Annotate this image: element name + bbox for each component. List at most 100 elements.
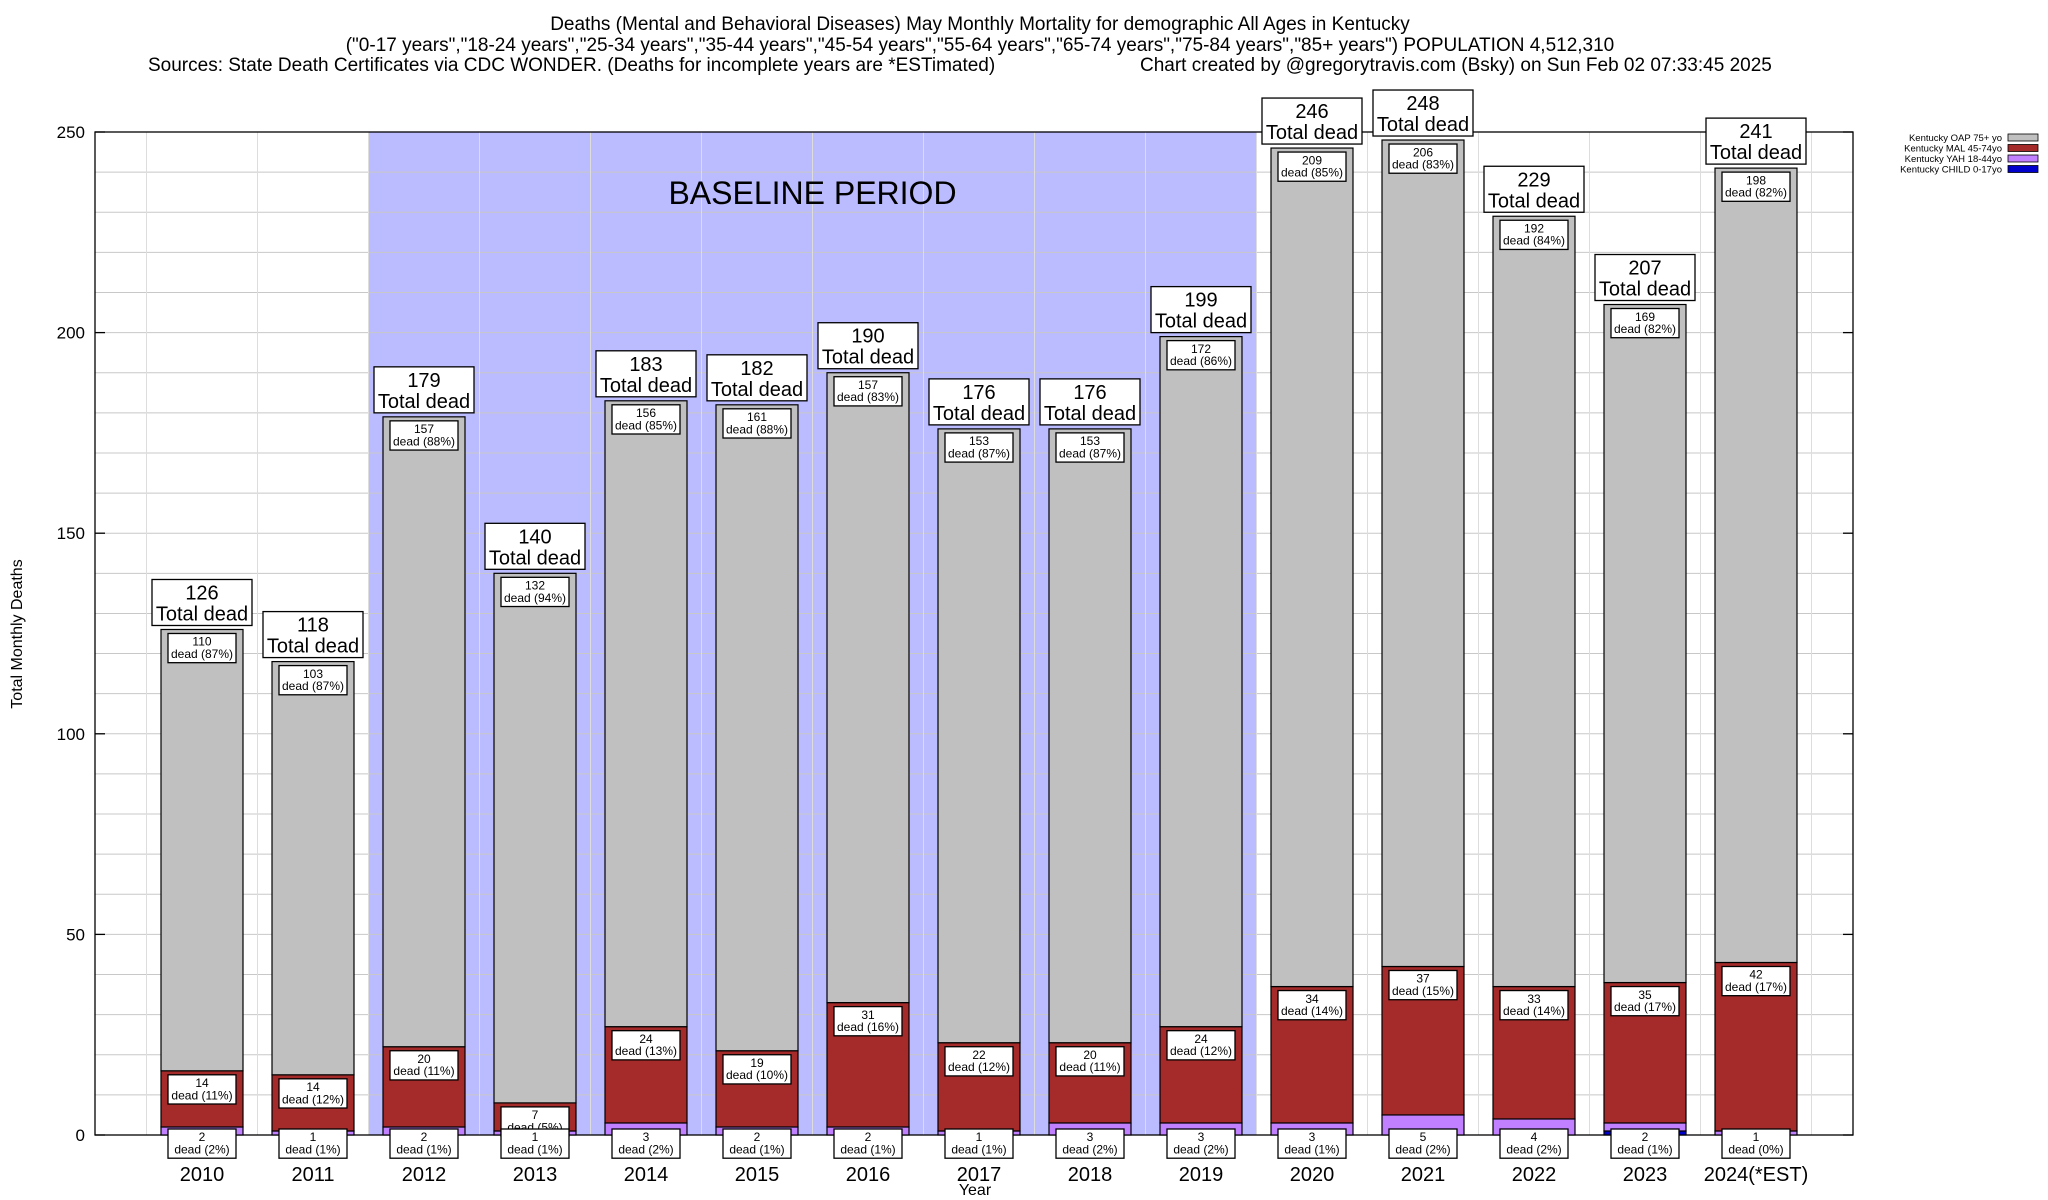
label-box	[611, 404, 681, 435]
label-text: 2	[421, 1130, 428, 1144]
label-box	[151, 578, 253, 627]
chart-credit: Chart created by @gregorytravis.com (Bsk…	[1140, 55, 1772, 76]
label-text: dead (1%)	[840, 1142, 895, 1156]
label-text: dead (2%)	[1062, 1142, 1117, 1156]
x-tick-label: 2017	[957, 1164, 1002, 1186]
label-text: 192	[1524, 221, 1544, 235]
label-box	[1594, 253, 1696, 302]
label-text: dead (82%)	[1725, 186, 1787, 200]
label-box	[722, 408, 792, 439]
legend-swatch	[2007, 165, 2039, 173]
y-axis: 0 50 100 150 200 250	[57, 123, 1853, 1145]
total-value: 176	[962, 382, 995, 404]
legend-label: Kentucky YAH 18-44yo	[1905, 154, 2002, 165]
total-value: 179	[407, 370, 440, 392]
label-box	[262, 610, 364, 659]
legend-swatch	[2007, 133, 2039, 142]
label-text: 35	[1638, 988, 1652, 1002]
label-text: 2	[1642, 1130, 1649, 1144]
label-text: 157	[858, 378, 878, 392]
label-text: dead (83%)	[1392, 158, 1454, 172]
label-text: 2	[754, 1130, 761, 1144]
total-suffix: Total dead	[1599, 279, 1691, 301]
bar-segment	[1714, 167, 1798, 964]
x-tick-label: 2010	[180, 1164, 225, 1186]
label-text: dead (2%)	[1395, 1142, 1450, 1156]
label-box	[722, 1128, 792, 1159]
label-box	[389, 1128, 459, 1159]
total-suffix: Total dead	[1044, 403, 1136, 425]
total-suffix: Total dead	[933, 403, 1025, 425]
label-text: dead (0%)	[1728, 1142, 1783, 1156]
label-text: dead (86%)	[1170, 354, 1232, 368]
label-text: 37	[1416, 972, 1430, 986]
label-text: dead (16%)	[837, 1020, 899, 1034]
label-text: 2	[199, 1130, 206, 1144]
label-box	[595, 350, 697, 398]
label-text: dead (87%)	[1059, 446, 1121, 460]
label-text: 20	[417, 1052, 431, 1066]
label-text: 153	[969, 434, 989, 448]
label-text: 14	[195, 1076, 209, 1090]
total-suffix: Total dead	[822, 347, 914, 369]
bar-segment	[1381, 139, 1465, 968]
total-value: 140	[518, 526, 551, 548]
label-text: 157	[414, 422, 434, 436]
label-text: dead (85%)	[615, 418, 677, 432]
bar-segment	[382, 416, 466, 1048]
label-text: 33	[1527, 992, 1541, 1006]
label-box	[1055, 1046, 1125, 1077]
label-box	[1039, 378, 1141, 426]
label-text: 206	[1413, 145, 1433, 159]
label-text: dead (88%)	[726, 422, 788, 436]
label-box	[1372, 89, 1474, 137]
label-box	[500, 1128, 570, 1159]
total-suffix: Total dead	[711, 379, 803, 401]
label-box	[706, 354, 808, 402]
legend-label: Kentucky OAP 75+ yo	[1909, 133, 2002, 144]
label-text: dead (2%)	[618, 1142, 673, 1156]
y-axis-label: Total Monthly Deaths	[9, 559, 26, 708]
chart-title: Deaths (Mental and Behavioral Diseases) …	[550, 14, 1410, 35]
total-suffix: Total dead	[1710, 142, 1802, 164]
label-text: dead (15%)	[1392, 984, 1454, 998]
label-box	[1388, 1128, 1458, 1159]
label-text: 3	[1309, 1130, 1316, 1144]
y-tick-label: 0	[76, 1126, 85, 1145]
label-text: 19	[750, 1056, 764, 1070]
label-text: 24	[1194, 1032, 1208, 1046]
label-text: 3	[643, 1130, 650, 1144]
x-tick-label: 2023	[1623, 1164, 1668, 1186]
total-value: 207	[1628, 258, 1661, 280]
bar-segment	[1159, 336, 1243, 1028]
label-text: dead (88%)	[393, 434, 455, 448]
label-box	[1499, 989, 1569, 1021]
label-text: dead (84%)	[1503, 234, 1565, 248]
label-text: dead (13%)	[615, 1044, 677, 1058]
label-text: 2	[865, 1130, 872, 1144]
label-text: dead (2%)	[1173, 1142, 1228, 1156]
x-tick-label: 2020	[1290, 1164, 1335, 1186]
y-tick-label: 200	[57, 324, 85, 343]
